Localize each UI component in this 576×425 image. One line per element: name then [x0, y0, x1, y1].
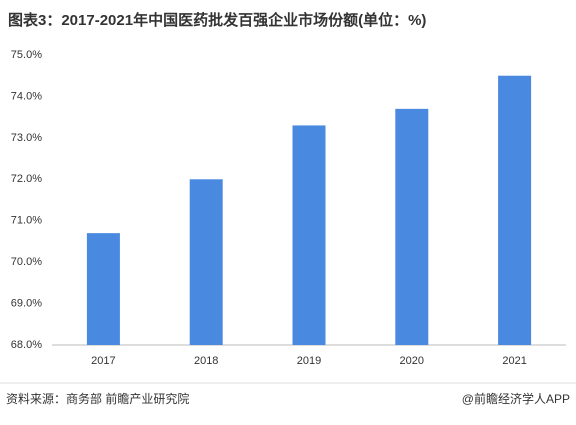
x-tick-label: 2019	[297, 355, 321, 367]
bar	[395, 108, 429, 345]
x-tick-label: 2021	[502, 355, 526, 367]
credit: @前瞻经济学人APP	[462, 391, 570, 406]
y-tick-label: 72.0%	[11, 173, 42, 185]
source: 资料来源：商务部 前瞻产业研究院	[6, 391, 189, 406]
x-tick-label: 2017	[91, 355, 115, 367]
y-tick-label: 75.0%	[11, 49, 42, 61]
x-tick-label: 2018	[194, 355, 218, 367]
bar	[292, 125, 326, 345]
y-tick-label: 70.0%	[11, 256, 42, 268]
y-tick-label: 71.0%	[11, 215, 42, 227]
y-tick-label: 74.0%	[11, 90, 42, 102]
bar	[189, 179, 223, 345]
bar	[498, 75, 532, 345]
bar	[86, 233, 120, 345]
y-tick-label: 73.0%	[11, 132, 42, 144]
x-tick-label: 2020	[400, 355, 424, 367]
y-tick-label: 69.0%	[11, 297, 42, 309]
chart-title: 图表3：2017-2021年中国医药批发百强企业市场份额(单位：%)	[8, 11, 426, 29]
y-tick-label: 68.0%	[11, 339, 42, 351]
